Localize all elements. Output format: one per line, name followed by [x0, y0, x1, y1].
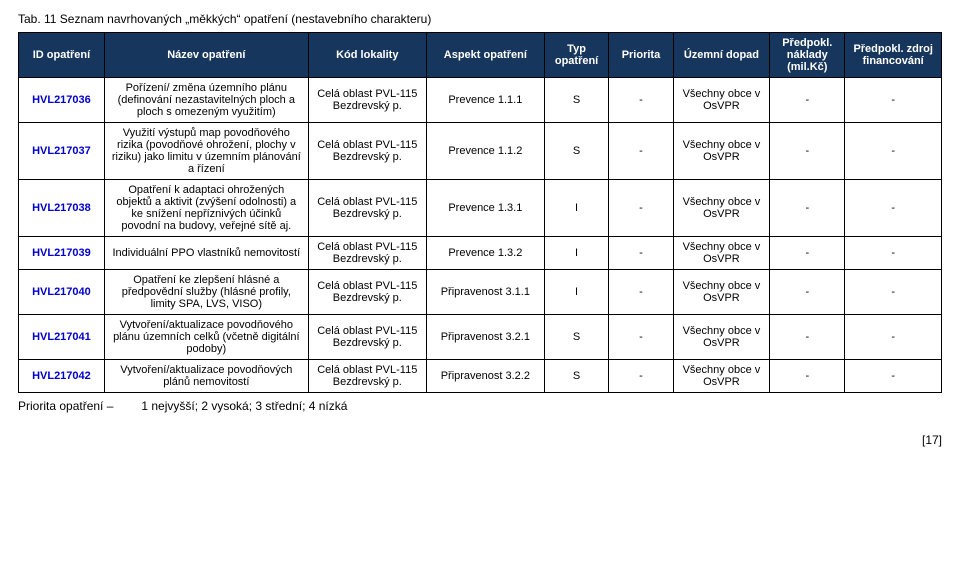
cell-loc: Celá oblast PVL-115 Bezdrevský p.	[308, 315, 426, 360]
cell-prio: -	[609, 237, 673, 270]
cell-prio: -	[609, 123, 673, 180]
cell-cost: -	[770, 270, 845, 315]
cell-prio: -	[609, 270, 673, 315]
cell-impact: Všechny obce v OsVPR	[673, 270, 770, 315]
cell-id: HVL217037	[19, 123, 105, 180]
cell-cost: -	[770, 78, 845, 123]
cell-name: Vytvoření/aktualizace povodňového plánu …	[104, 315, 308, 360]
page-number: [17]	[18, 433, 942, 447]
cell-impact: Všechny obce v OsVPR	[673, 237, 770, 270]
cell-type: I	[544, 180, 608, 237]
cell-impact: Všechny obce v OsVPR	[673, 123, 770, 180]
cell-loc: Celá oblast PVL-115 Bezdrevský p.	[308, 360, 426, 393]
cell-aspect: Připravenost 3.1.1	[426, 270, 544, 315]
table-header-row: ID opatření Název opatření Kód lokality …	[19, 33, 942, 78]
cell-impact: Všechny obce v OsVPR	[673, 315, 770, 360]
col-header-impact: Územní dopad	[673, 33, 770, 78]
priority-legend-text: 1 nejvyšší; 2 vysoká; 3 střední; 4 nízká	[141, 399, 347, 413]
cell-type: S	[544, 360, 608, 393]
col-header-loc: Kód lokality	[308, 33, 426, 78]
cell-type: S	[544, 78, 608, 123]
cell-src: -	[845, 237, 942, 270]
col-header-name: Název opatření	[104, 33, 308, 78]
cell-src: -	[845, 360, 942, 393]
cell-cost: -	[770, 315, 845, 360]
table-row: HVL217037Využití výstupů map povodňového…	[19, 123, 942, 180]
cell-impact: Všechny obce v OsVPR	[673, 180, 770, 237]
table-row: HVL217036Pořízení/ změna územního plánu …	[19, 78, 942, 123]
col-header-cost: Předpokl. náklady (mil.Kč)	[770, 33, 845, 78]
cell-aspect: Prevence 1.3.2	[426, 237, 544, 270]
table-row: HVL217041Vytvoření/aktualizace povodňové…	[19, 315, 942, 360]
cell-name: Opatření ke zlepšení hlásné a předpovědn…	[104, 270, 308, 315]
priority-legend: Priorita opatření – 1 nejvyšší; 2 vysoká…	[18, 399, 942, 413]
table-row: HVL217038Opatření k adaptaci ohrožených …	[19, 180, 942, 237]
cell-id: HVL217041	[19, 315, 105, 360]
cell-loc: Celá oblast PVL-115 Bezdrevský p.	[308, 78, 426, 123]
cell-aspect: Připravenost 3.2.1	[426, 315, 544, 360]
cell-id: HVL217042	[19, 360, 105, 393]
cell-aspect: Prevence 1.3.1	[426, 180, 544, 237]
cell-src: -	[845, 270, 942, 315]
cell-name: Opatření k adaptaci ohrožených objektů a…	[104, 180, 308, 237]
cell-prio: -	[609, 78, 673, 123]
table-caption: Tab. 11 Seznam navrhovaných „měkkých“ op…	[18, 12, 942, 26]
cell-id: HVL217036	[19, 78, 105, 123]
cell-aspect: Prevence 1.1.2	[426, 123, 544, 180]
cell-loc: Celá oblast PVL-115 Bezdrevský p.	[308, 237, 426, 270]
cell-name: Individuální PPO vlastníků nemovitostí	[104, 237, 308, 270]
cell-loc: Celá oblast PVL-115 Bezdrevský p.	[308, 180, 426, 237]
cell-aspect: Připravenost 3.2.2	[426, 360, 544, 393]
cell-name: Vytvoření/aktualizace povodňových plánů …	[104, 360, 308, 393]
cell-type: S	[544, 315, 608, 360]
cell-cost: -	[770, 237, 845, 270]
cell-id: HVL217040	[19, 270, 105, 315]
table-row: HVL217042Vytvoření/aktualizace povodňový…	[19, 360, 942, 393]
table-row: HVL217040Opatření ke zlepšení hlásné a p…	[19, 270, 942, 315]
cell-prio: -	[609, 180, 673, 237]
cell-cost: -	[770, 180, 845, 237]
cell-src: -	[845, 180, 942, 237]
cell-impact: Všechny obce v OsVPR	[673, 78, 770, 123]
measures-table: ID opatření Název opatření Kód lokality …	[18, 32, 942, 393]
cell-name: Využití výstupů map povodňového rizika (…	[104, 123, 308, 180]
cell-src: -	[845, 123, 942, 180]
cell-src: -	[845, 315, 942, 360]
col-header-prio: Priorita	[609, 33, 673, 78]
cell-name: Pořízení/ změna územního plánu (definová…	[104, 78, 308, 123]
cell-loc: Celá oblast PVL-115 Bezdrevský p.	[308, 270, 426, 315]
cell-impact: Všechny obce v OsVPR	[673, 360, 770, 393]
cell-type: S	[544, 123, 608, 180]
cell-cost: -	[770, 123, 845, 180]
col-header-aspect: Aspekt opatření	[426, 33, 544, 78]
cell-id: HVL217039	[19, 237, 105, 270]
cell-type: I	[544, 237, 608, 270]
cell-id: HVL217038	[19, 180, 105, 237]
cell-type: I	[544, 270, 608, 315]
col-header-type: Typ opatření	[544, 33, 608, 78]
cell-prio: -	[609, 360, 673, 393]
col-header-id: ID opatření	[19, 33, 105, 78]
cell-aspect: Prevence 1.1.1	[426, 78, 544, 123]
priority-legend-label: Priorita opatření –	[18, 399, 138, 413]
cell-loc: Celá oblast PVL-115 Bezdrevský p.	[308, 123, 426, 180]
cell-src: -	[845, 78, 942, 123]
table-row: HVL217039Individuální PPO vlastníků nemo…	[19, 237, 942, 270]
cell-cost: -	[770, 360, 845, 393]
cell-prio: -	[609, 315, 673, 360]
col-header-src: Předpokl. zdroj financování	[845, 33, 942, 78]
